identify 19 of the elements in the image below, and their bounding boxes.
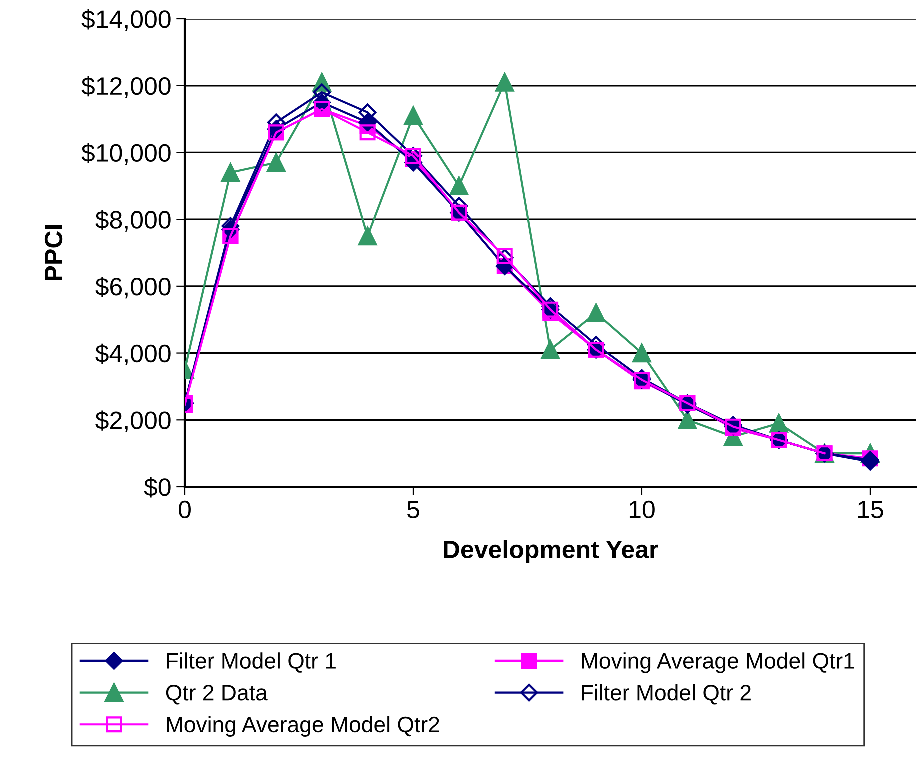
y-tick-label: $12,000	[82, 76, 171, 98]
y-tick-label: $6,000	[96, 276, 171, 299]
y-tick-label: $0	[144, 478, 171, 498]
legend-label: Qtr 2 Data	[166, 685, 268, 705]
x-tick-label: 10	[630, 500, 655, 519]
legend-label: Filter Model Qtr 1	[167, 652, 336, 673]
x-tick-label: 5	[408, 501, 420, 519]
legend-label: Filter Model Qtr 2	[582, 684, 751, 705]
legend-label: Moving Average Model Qtr1	[582, 652, 854, 674]
y-tick-label: $10,000	[82, 143, 171, 165]
x-tick-label: 0	[179, 500, 191, 519]
x-tick-label: 15	[858, 501, 884, 519]
y-tick-label: $14,000	[82, 10, 171, 32]
y-tick-label: $2,000	[96, 410, 171, 432]
x-axis-title: Development Year	[444, 540, 658, 564]
legend-label: Moving Average Model Qtr2	[167, 716, 440, 737]
y-tick-label: $4,000	[96, 344, 171, 366]
y-tick-label: $8,000	[96, 210, 171, 232]
y-axis-title: PPCI	[44, 226, 63, 281]
